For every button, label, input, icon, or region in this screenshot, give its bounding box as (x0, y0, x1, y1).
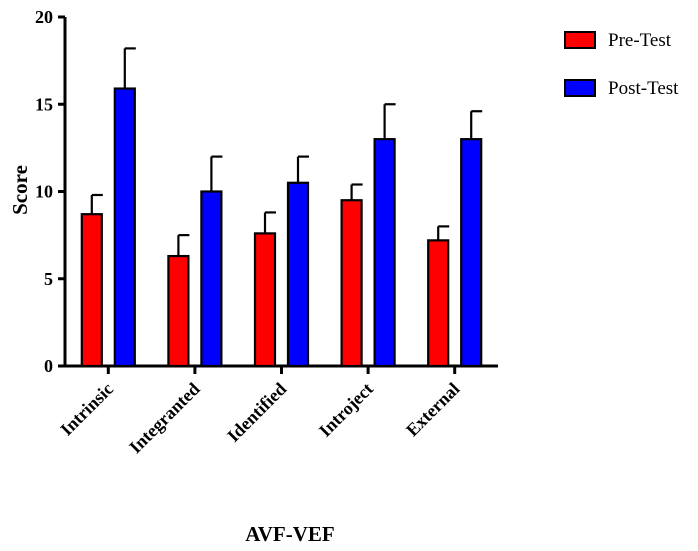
legend: Pre-Test Post-Test (564, 30, 679, 99)
x-axis-title: AVF-VEF (245, 522, 334, 546)
x-axis (64, 364, 498, 374)
bar-pre-test-identified (253, 232, 277, 368)
x-tick-label: Introject (315, 379, 377, 441)
bar-post-test-external (460, 138, 483, 368)
y-tick-label: 15 (35, 94, 53, 114)
y-tick-label: 5 (44, 269, 53, 289)
bar-pre-test-introject (340, 199, 363, 368)
bar-pre-test-integranted (167, 254, 190, 368)
x-tick-label: Integranted (125, 379, 203, 457)
legend-swatch (564, 79, 596, 97)
y-axis-title: Score (8, 165, 32, 215)
bar-post-test-integranted (200, 190, 223, 368)
y-tick-label: 20 (35, 7, 53, 27)
legend-swatch (564, 31, 596, 49)
bar-pre-test-intrinsic (80, 213, 103, 368)
bar-post-test-intrinsic (113, 87, 136, 368)
bar-post-test-introject (373, 138, 396, 368)
x-tick-label: Identified (223, 379, 290, 446)
y-axis: 0 5 10 15 20 (35, 7, 67, 376)
legend-label: Post-Test (608, 78, 679, 99)
legend-label: Pre-Test (608, 30, 672, 51)
category-labels: Intrinsic Integranted Identified Introject E… (56, 379, 463, 457)
y-tick-label: 10 (35, 182, 53, 202)
x-tick-label: External (402, 379, 464, 441)
y-tick-label: 0 (44, 356, 53, 376)
x-tick-label: Intrinsic (56, 379, 117, 440)
bar-post-test-identified (286, 181, 310, 368)
bar-pre-test-external (427, 239, 450, 368)
bars (80, 47, 483, 368)
